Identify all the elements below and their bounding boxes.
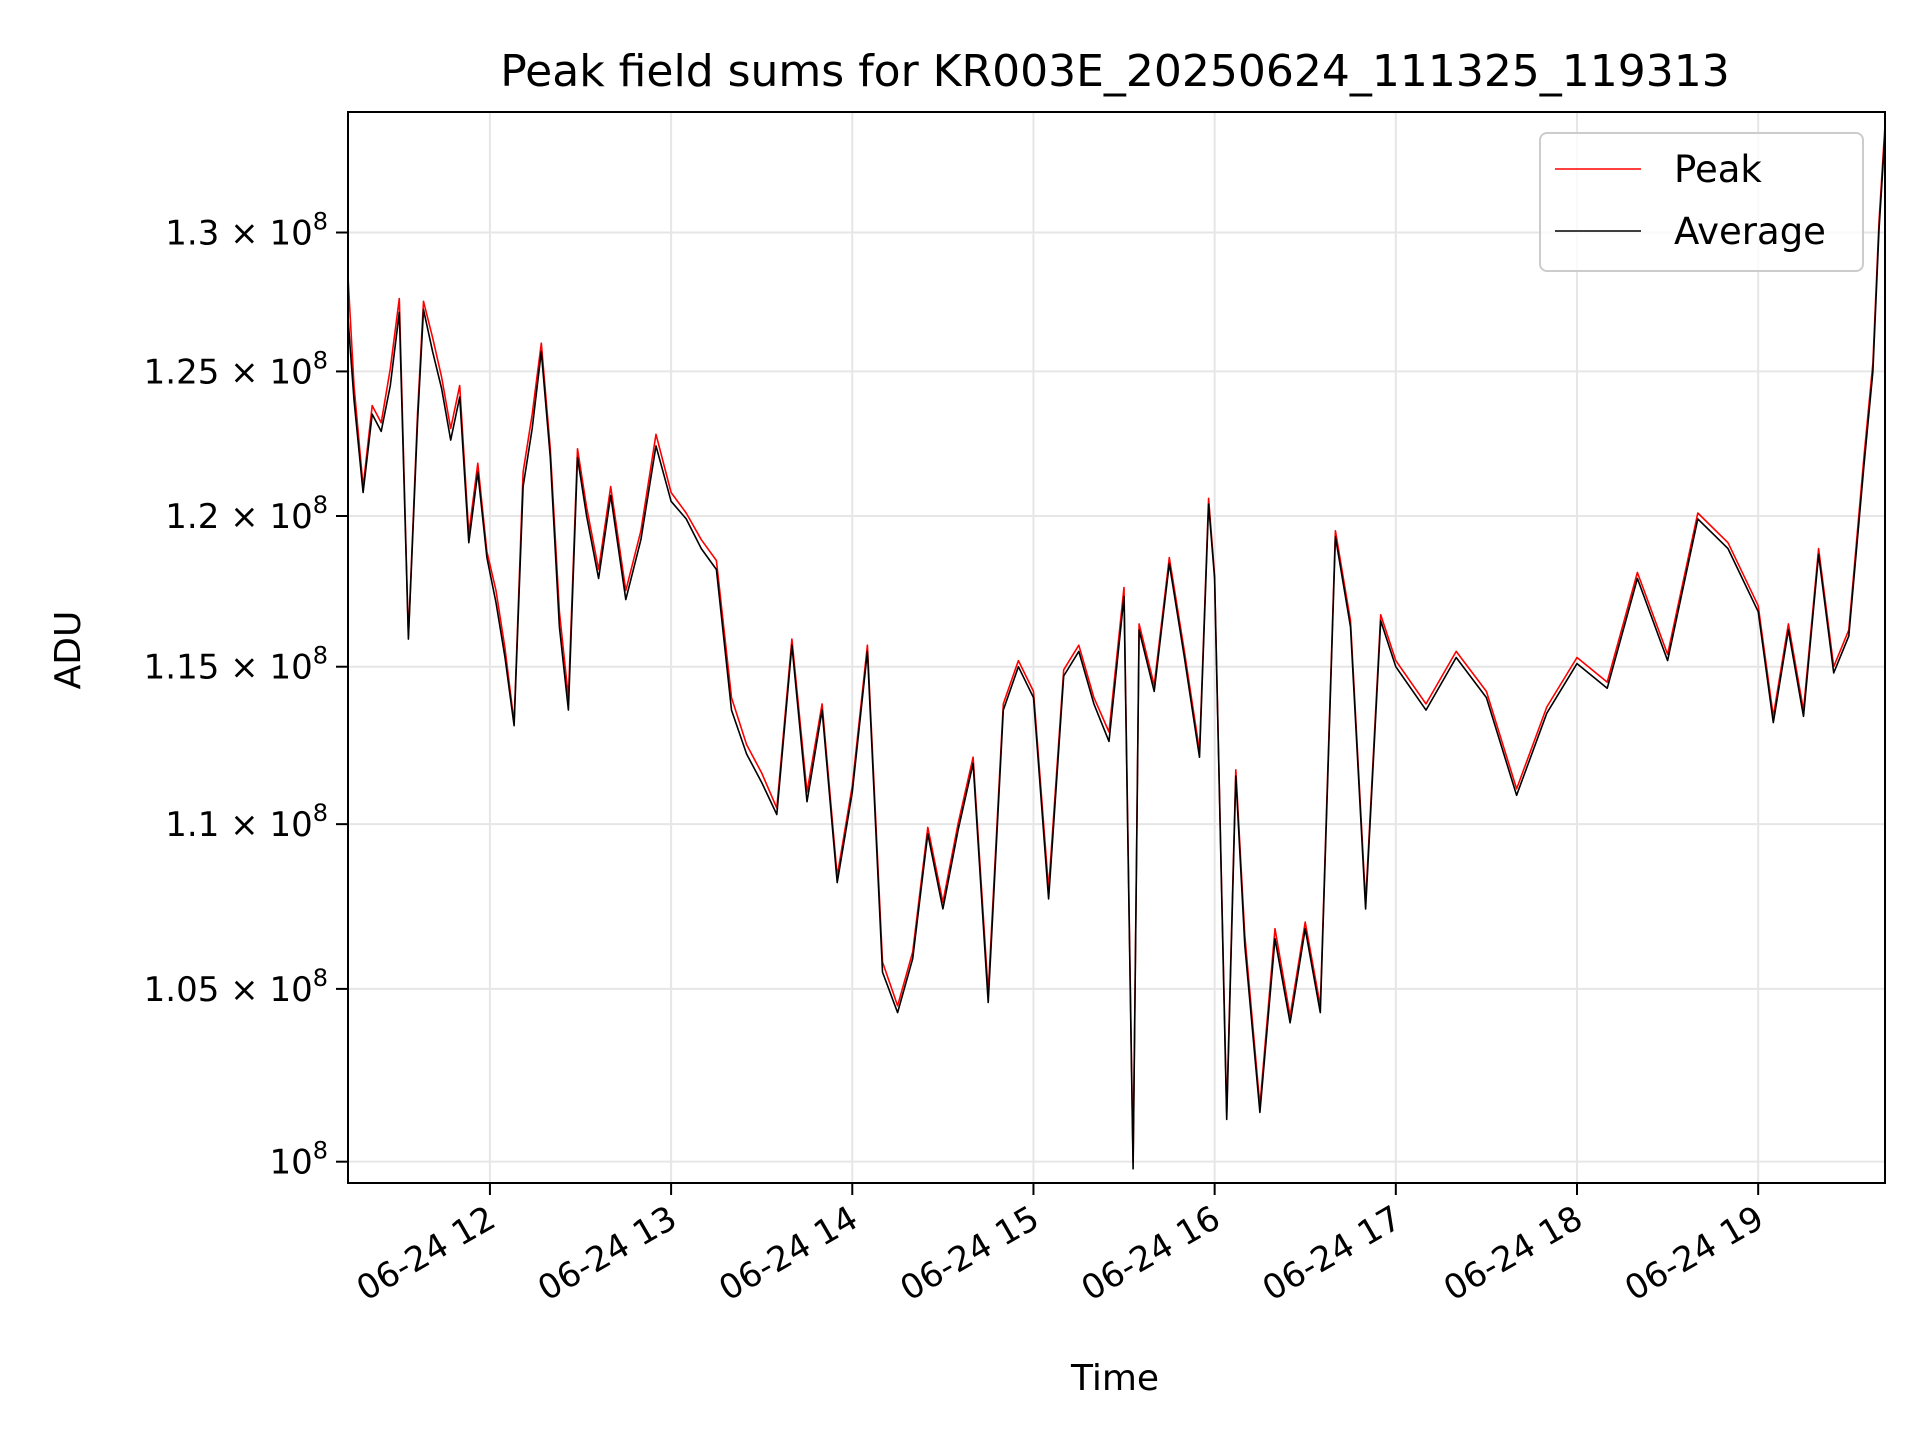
y-tick-label: 108 bbox=[269, 1137, 328, 1183]
legend-label-peak: Peak bbox=[1674, 148, 1762, 191]
chart-title: Peak field sums for KR003E_20250624_1113… bbox=[500, 46, 1730, 97]
series-line-peak bbox=[347, 125, 1886, 1163]
y-tick-label: 1.1 × 108 bbox=[165, 799, 328, 845]
x-axis-title: Time bbox=[1070, 1358, 1159, 1399]
y-tick-label: 1.2 × 108 bbox=[165, 491, 328, 537]
series-line-average bbox=[347, 133, 1886, 1170]
y-tick-label: 1.25 × 108 bbox=[144, 346, 328, 392]
legend: Peak Average bbox=[1539, 132, 1864, 272]
y-axis-title: ADU bbox=[48, 611, 89, 690]
plot-area-frame bbox=[347, 111, 1886, 1184]
y-axis-ticks: 108 1.05 × 108 1.1 × 108 1.15 × 108 1.2 × 10… bbox=[144, 208, 348, 1183]
grid bbox=[348, 112, 1885, 1183]
y-tick-label: 1.05 × 108 bbox=[144, 964, 328, 1010]
y-tick-label: 1.3 × 108 bbox=[165, 208, 328, 254]
series-lines bbox=[347, 125, 1886, 1170]
legend-label-average: Average bbox=[1674, 210, 1826, 253]
legend-box bbox=[1539, 132, 1864, 272]
y-tick-label: 1.15 × 108 bbox=[144, 642, 328, 688]
